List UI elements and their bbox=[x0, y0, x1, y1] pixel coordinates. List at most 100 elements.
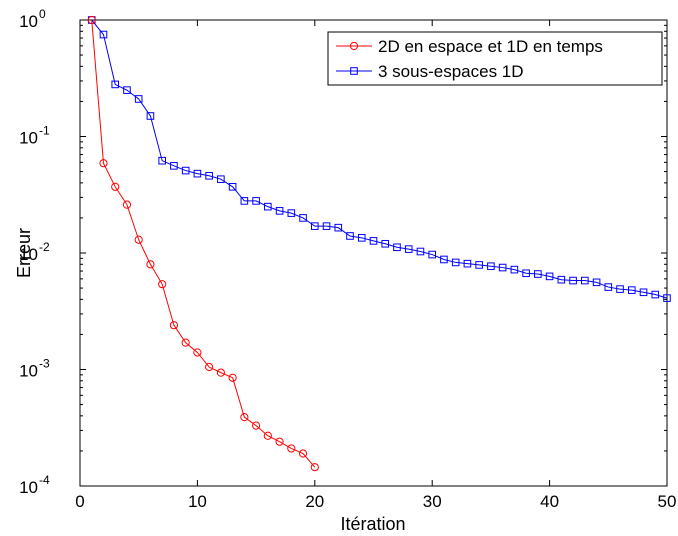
data-point bbox=[193, 169, 202, 178]
x-tick-label: 30 bbox=[423, 492, 442, 511]
y-tick-exponent: 0 bbox=[39, 7, 46, 21]
data-point bbox=[299, 214, 307, 222]
data-point bbox=[522, 269, 530, 278]
data-point bbox=[240, 197, 249, 205]
data-point bbox=[487, 262, 495, 271]
data-point bbox=[627, 286, 636, 294]
x-axis-label: Itération bbox=[340, 514, 405, 534]
data-point bbox=[99, 30, 108, 39]
legend: 2D en espace et 1D en temps 3 sous-espace… bbox=[327, 31, 663, 86]
data-point bbox=[428, 250, 436, 259]
data-point bbox=[381, 239, 390, 248]
data-point bbox=[404, 245, 413, 253]
data-point bbox=[205, 362, 214, 372]
y-tick-exponent: -1 bbox=[39, 124, 50, 138]
axis-ticks bbox=[79, 19, 668, 487]
data-point bbox=[287, 209, 296, 217]
data-point bbox=[134, 95, 143, 103]
data-point bbox=[346, 232, 354, 240]
data-point bbox=[99, 159, 108, 168]
data-point bbox=[498, 263, 507, 272]
data-point bbox=[334, 223, 343, 232]
data-point bbox=[181, 338, 190, 347]
data-point bbox=[369, 237, 378, 245]
x-tick-label: 40 bbox=[540, 492, 559, 511]
data-point bbox=[416, 247, 425, 256]
data-point bbox=[146, 260, 155, 269]
x-tick-label: 50 bbox=[658, 492, 677, 511]
x-tick-labels: 0 10 20 30 40 50 bbox=[75, 492, 676, 511]
y-axis-label: Erreur bbox=[14, 228, 34, 278]
y-tick-label: 10 bbox=[19, 478, 38, 497]
series-layer bbox=[87, 15, 671, 472]
series-1 bbox=[87, 16, 671, 302]
data-point bbox=[545, 272, 554, 281]
data-point bbox=[123, 86, 131, 94]
data-point bbox=[311, 222, 319, 230]
data-point bbox=[158, 156, 166, 165]
data-point bbox=[122, 200, 132, 209]
series-line bbox=[91, 19, 668, 299]
y-tick-exponent: -3 bbox=[39, 357, 50, 371]
data-point bbox=[228, 183, 237, 191]
data-point bbox=[193, 348, 202, 357]
data-point bbox=[111, 182, 120, 191]
data-point bbox=[252, 197, 260, 205]
data-point bbox=[310, 463, 319, 472]
legend-label: 3 sous-espaces 1D bbox=[378, 62, 524, 81]
data-point bbox=[216, 368, 225, 377]
data-point bbox=[275, 437, 284, 446]
data-point bbox=[557, 275, 566, 284]
data-point bbox=[451, 258, 460, 267]
data-point bbox=[158, 280, 167, 289]
y-tick-exponent: -2 bbox=[39, 240, 50, 254]
data-point bbox=[298, 449, 308, 458]
data-point bbox=[651, 290, 660, 299]
legend-marker bbox=[349, 41, 359, 51]
series-line bbox=[91, 19, 316, 468]
y-tick-label: 10 bbox=[19, 245, 38, 264]
x-tick-label: 20 bbox=[305, 492, 324, 511]
data-point bbox=[592, 278, 601, 287]
data-point bbox=[475, 261, 483, 269]
data-point bbox=[581, 276, 589, 285]
series-0 bbox=[87, 15, 319, 472]
data-point bbox=[440, 255, 448, 264]
data-point bbox=[322, 222, 331, 230]
data-point bbox=[264, 202, 272, 211]
x-tick-label: 0 bbox=[75, 492, 84, 511]
data-point bbox=[569, 276, 577, 285]
legend-marker bbox=[350, 67, 358, 75]
x-tick-label: 10 bbox=[188, 492, 207, 511]
data-point bbox=[146, 112, 155, 120]
data-point bbox=[357, 234, 366, 242]
legend-box bbox=[327, 31, 663, 86]
data-point bbox=[463, 259, 472, 268]
data-point bbox=[170, 162, 178, 170]
data-point bbox=[510, 265, 519, 274]
plot-area bbox=[79, 19, 668, 487]
y-tick-label: 10 bbox=[19, 12, 38, 31]
data-point bbox=[534, 270, 542, 278]
data-point bbox=[169, 321, 179, 330]
y-tick-label: 10 bbox=[19, 362, 38, 381]
data-point bbox=[287, 444, 296, 453]
data-point bbox=[263, 431, 272, 440]
data-point bbox=[639, 288, 648, 297]
data-point bbox=[240, 413, 249, 422]
data-point bbox=[134, 235, 143, 244]
data-point bbox=[393, 243, 401, 252]
data-point bbox=[181, 166, 190, 175]
data-point bbox=[275, 207, 284, 215]
data-point bbox=[663, 294, 671, 302]
data-point bbox=[87, 15, 96, 25]
data-point bbox=[217, 175, 225, 184]
legend-label: 2D en espace et 1D en temps bbox=[378, 37, 603, 56]
data-point bbox=[205, 171, 213, 180]
data-point bbox=[616, 285, 624, 293]
y-tick-label: 10 bbox=[19, 129, 38, 148]
data-point bbox=[228, 373, 237, 382]
data-point bbox=[604, 283, 613, 291]
